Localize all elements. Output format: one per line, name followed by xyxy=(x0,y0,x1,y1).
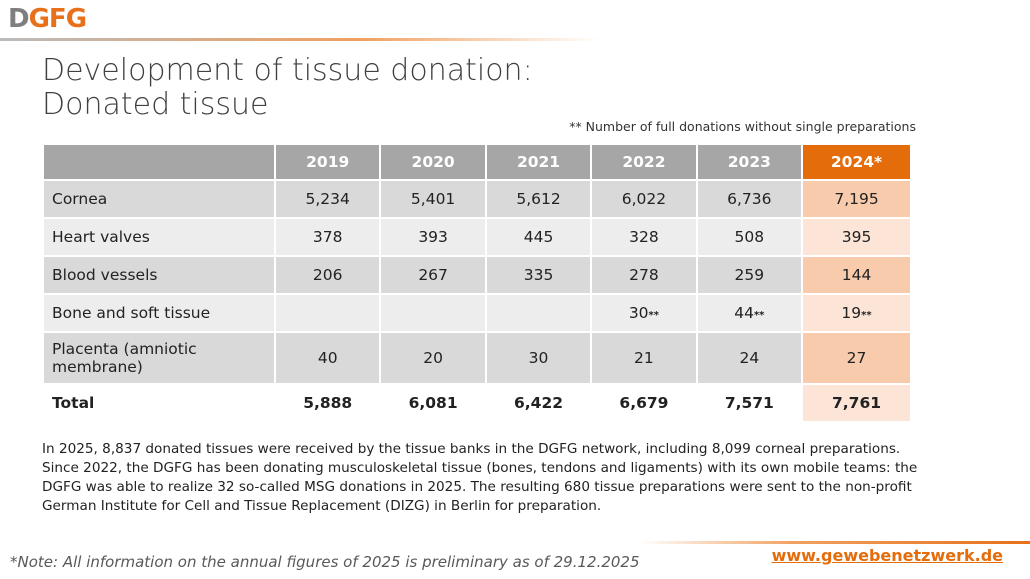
cell: 7,761 xyxy=(801,383,912,423)
row-label: Cornea xyxy=(42,179,276,219)
paragraph: In 2025, 8,837 donated tissues were rece… xyxy=(42,441,918,514)
cell-value: 30 xyxy=(628,304,649,322)
cell: 5,234 xyxy=(273,179,382,219)
cell: 278 xyxy=(590,255,698,295)
table-row: Bone and soft tissue 30** 44** 19** xyxy=(42,293,912,333)
divider xyxy=(640,541,1030,544)
cell: 6,022 xyxy=(590,179,698,219)
cell: 21 xyxy=(590,331,698,385)
table-row: Placenta (amniotic membrane) 40 20 30 21 24 27 xyxy=(42,331,912,385)
cell: 30** xyxy=(590,293,698,333)
divider xyxy=(0,38,600,41)
cell: 6,736 xyxy=(695,179,804,219)
empty-cell xyxy=(273,293,382,333)
table-row: Total 5,888 6,081 6,422 6,679 7,571 7,761 xyxy=(42,383,912,423)
cell: 40 xyxy=(273,331,382,385)
header-cell: 2019 xyxy=(273,143,382,181)
cell-mark: ** xyxy=(861,310,872,321)
header-cell xyxy=(42,143,276,181)
header-row: 2019 2020 2021 2022 2023 2024* xyxy=(42,143,912,181)
header-cell: 2021 xyxy=(484,143,593,181)
cell: 24 xyxy=(695,331,804,385)
cell: 395 xyxy=(801,217,912,257)
cell: 328 xyxy=(590,217,698,257)
cell-mark: ** xyxy=(648,310,660,321)
cell: 27 xyxy=(801,331,912,385)
cell-value: 19 xyxy=(841,304,862,322)
header-cell: 2023 xyxy=(695,143,804,181)
row-label: Bone and soft tissue xyxy=(42,293,276,333)
header-cell: 2020 xyxy=(379,143,487,181)
cell-value: 44 xyxy=(734,304,754,322)
cell: 335 xyxy=(484,255,593,295)
cell: 7,571 xyxy=(695,383,804,423)
table-row: Blood vessels 206 267 335 278 259 144 xyxy=(42,255,912,295)
title-line: Donated tissue xyxy=(42,87,269,122)
cell: 5,612 xyxy=(484,179,593,219)
cell: 6,081 xyxy=(379,383,487,423)
cell: 30 xyxy=(484,331,593,385)
table-row: Cornea 5,234 5,401 5,612 6,022 6,736 7,195 xyxy=(42,179,912,219)
empty-cell xyxy=(379,293,487,333)
row-label: Total xyxy=(42,383,276,423)
logo-part: D xyxy=(8,4,30,34)
title: Development of tissue donation: Donated t… xyxy=(42,54,533,122)
cell: 20 xyxy=(379,331,487,385)
empty-cell xyxy=(484,293,593,333)
cell: 6,422 xyxy=(484,383,593,423)
cell: 5,401 xyxy=(379,179,487,219)
cell: 144 xyxy=(801,255,912,295)
cell: 19** xyxy=(801,293,912,333)
cell-mark: ** xyxy=(753,310,765,321)
cell: 44** xyxy=(695,293,804,333)
logo: DGFG xyxy=(8,4,87,34)
cell: 445 xyxy=(484,217,593,257)
cell: 267 xyxy=(379,255,487,295)
header-cell: 2024* xyxy=(801,143,912,181)
row-label: Heart valves xyxy=(42,217,276,257)
cell: 259 xyxy=(695,255,804,295)
row-label: Placenta (amniotic membrane) xyxy=(42,331,276,385)
cell: 7,195 xyxy=(801,179,912,219)
cell: 206 xyxy=(273,255,382,295)
logo-part: GFG xyxy=(28,4,87,34)
cell: 393 xyxy=(379,217,487,257)
cell: 5,888 xyxy=(273,383,382,423)
note: ** Number of full donations without sing… xyxy=(569,119,916,134)
footnote: *Note: All information on the annual fig… xyxy=(10,553,640,571)
row-label: Blood vessels xyxy=(42,255,276,295)
header-cell: 2022 xyxy=(590,143,698,181)
title-line: Development of tissue donation: xyxy=(42,53,533,88)
cell: 6,679 xyxy=(590,383,698,423)
website-link[interactable]: www.gewebenetzwerk.de xyxy=(771,546,1003,565)
cell: 508 xyxy=(695,217,804,257)
table-row: Heart valves 378 393 445 328 508 395 xyxy=(42,217,912,257)
cell: 378 xyxy=(273,217,382,257)
table: 2019 2020 2021 2022 2023 2024* Cornea 5,234 5,40… xyxy=(42,143,912,423)
